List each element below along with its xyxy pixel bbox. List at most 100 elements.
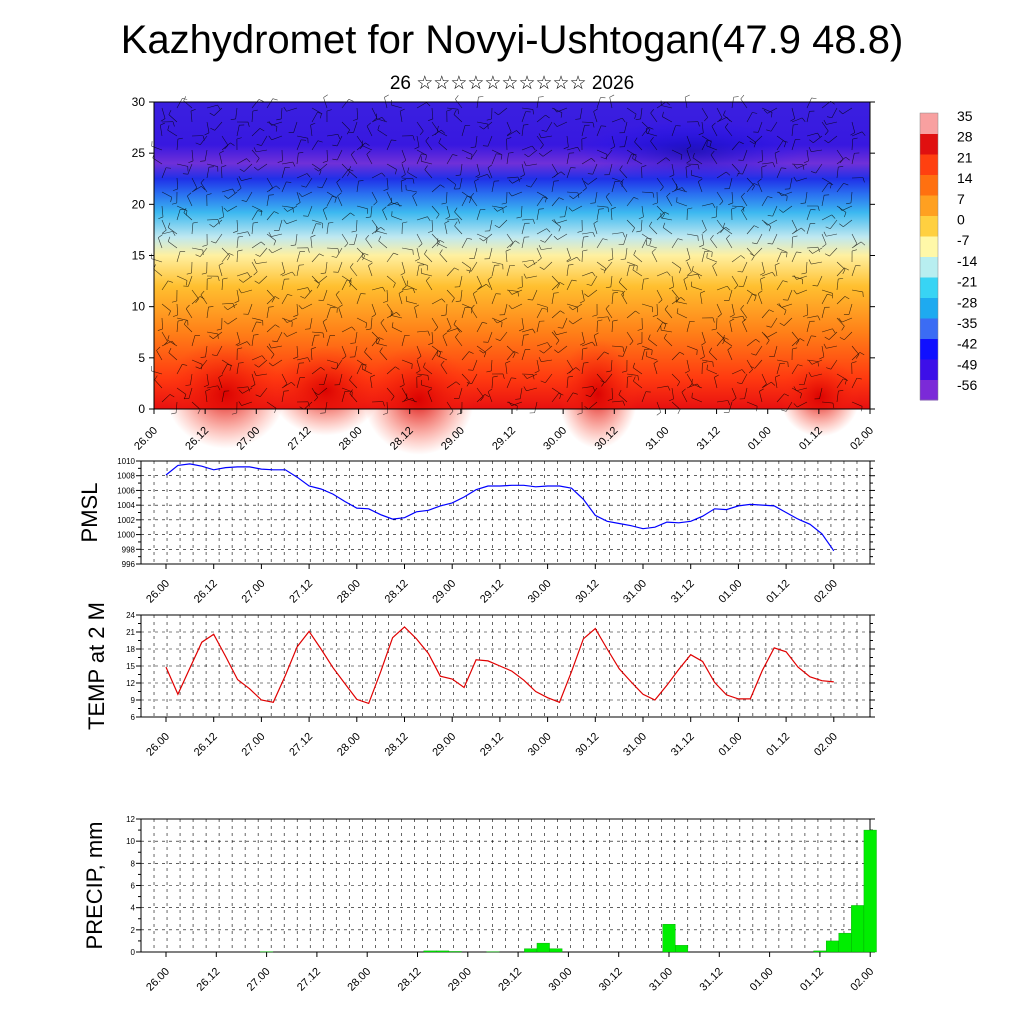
wind-barb-flag — [298, 152, 304, 154]
wind-barb — [176, 98, 183, 109]
wind-barb — [296, 265, 300, 277]
wind-barb-flag — [808, 259, 812, 265]
wind-barb-flag — [587, 173, 593, 175]
wind-barb — [541, 359, 553, 362]
wind-barb-flag — [395, 169, 397, 175]
ytick-label: 18 — [126, 645, 135, 654]
wind-barb-flag — [239, 168, 245, 172]
wind-barb-flag — [781, 409, 787, 412]
xtick-label: 30.12 — [573, 578, 601, 606]
wind-barb — [446, 154, 453, 165]
wind-barb-flag — [217, 104, 221, 110]
wind-barb-flag — [656, 412, 662, 416]
wind-barb-flag — [601, 125, 607, 127]
wind-barb — [184, 324, 193, 333]
wind-barb-flag — [706, 140, 708, 146]
wind-barb — [271, 135, 283, 141]
wind-barb — [489, 247, 493, 259]
wind-barb-flag — [457, 328, 461, 333]
wind-barb — [671, 125, 676, 137]
wind-barb — [311, 107, 322, 114]
wind-barb — [581, 231, 593, 235]
wind-barb — [716, 171, 727, 179]
wind-barb — [806, 149, 809, 161]
wind-barb — [191, 359, 203, 365]
colorbar-label: -7 — [957, 232, 970, 248]
wind-barb-flag — [620, 178, 624, 184]
wind-barb — [772, 233, 778, 245]
xtick-label: 01.12 — [764, 578, 792, 606]
wind-barb — [656, 317, 667, 325]
wind-barb — [483, 345, 493, 354]
wind-barb — [836, 167, 839, 179]
wind-barb — [641, 191, 653, 194]
wind-barb — [251, 210, 258, 221]
wind-barb — [337, 261, 343, 273]
wind-barb-flag — [447, 327, 452, 332]
wind-barb-flag — [331, 255, 337, 258]
wind-barb-flag — [275, 185, 281, 190]
wind-barb-flag — [328, 222, 334, 224]
wind-barb — [476, 97, 479, 109]
wind-barb-flag — [700, 290, 706, 294]
wind-barb-flag — [382, 401, 385, 407]
wind-barb-flag — [437, 125, 439, 131]
wind-barb — [161, 191, 172, 198]
wind-barb — [216, 345, 223, 356]
wind-barb — [731, 205, 743, 207]
wind-barb — [776, 280, 784, 291]
wind-barb — [605, 149, 613, 159]
wind-barb — [851, 139, 854, 151]
wind-barb — [604, 373, 613, 383]
grid — [141, 615, 870, 717]
wind-barb — [431, 350, 439, 361]
wind-barb — [633, 254, 643, 263]
wind-barb-flag — [187, 192, 192, 197]
wind-barb-flag — [237, 187, 242, 192]
wind-barb — [206, 167, 210, 179]
wind-barb-flag — [222, 277, 228, 280]
wind-barb — [626, 153, 632, 165]
wind-barb — [649, 225, 658, 235]
wind-barb-flag — [793, 123, 799, 126]
wind-barb-flag — [812, 285, 818, 287]
wind-barb — [836, 183, 844, 193]
wind-barb-flag — [224, 195, 229, 199]
wind-barb — [671, 289, 680, 299]
wind-barb-flag — [838, 390, 844, 392]
wind-barb — [783, 317, 793, 326]
wind-barb-flag — [603, 268, 607, 274]
wind-barb-flag — [691, 378, 693, 384]
wind-barb — [336, 247, 343, 258]
wind-barb-flag — [158, 234, 163, 238]
wind-barb-flag — [246, 158, 251, 163]
wind-barb — [572, 303, 583, 311]
wind-barb — [581, 341, 593, 347]
wind-barb — [716, 116, 728, 123]
wind-barb — [757, 293, 763, 305]
wind-barb-flag — [508, 191, 513, 197]
wind-barb — [831, 107, 838, 118]
wind-barb-flag — [763, 109, 768, 114]
wind-barb — [662, 116, 673, 123]
wind-barb-flag — [635, 118, 641, 120]
wind-barb — [470, 149, 478, 160]
wind-barb — [191, 186, 202, 193]
wind-barb — [341, 99, 349, 109]
wind-barb-flag — [454, 267, 460, 271]
wind-barb-flag — [532, 145, 536, 151]
wind-barb-flag — [223, 207, 228, 212]
wind-barb-flag — [781, 251, 787, 253]
wind-barb — [213, 219, 223, 228]
wind-barb — [619, 169, 628, 179]
wind-barb — [236, 272, 248, 277]
wind-barb — [821, 294, 828, 305]
wind-barb — [683, 279, 688, 291]
wind-barb-flag — [436, 350, 439, 356]
wind-barb — [851, 352, 861, 361]
wind-barb-flag — [632, 362, 636, 368]
wind-barb — [661, 105, 673, 109]
ytick-label: 4 — [131, 904, 136, 913]
wind-barb-flag — [211, 354, 217, 357]
wind-barb — [311, 223, 317, 235]
